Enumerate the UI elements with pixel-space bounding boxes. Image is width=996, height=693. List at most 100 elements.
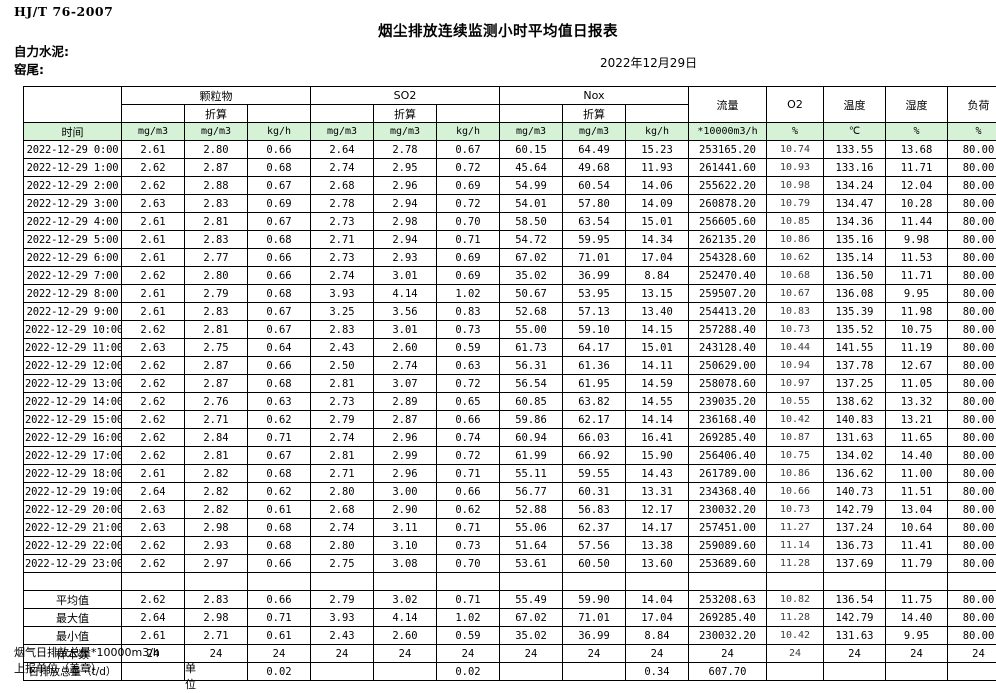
cell-value: 2.71 <box>185 411 248 429</box>
cell-timestamp: 2022-12-29 17:00 <box>24 447 122 465</box>
cell-value: 80.00 <box>948 141 996 159</box>
cell-value: 136.62 <box>824 465 886 483</box>
summary-cell: 131.63 <box>824 627 886 645</box>
cell-timestamp: 2022-12-29 0:00 <box>24 141 122 159</box>
cell-value: 57.56 <box>563 537 626 555</box>
cell-value: 0.70 <box>437 213 500 231</box>
cell-value: 14.15 <box>626 321 689 339</box>
cell-value: 80.00 <box>948 393 996 411</box>
cell-value: 51.64 <box>500 537 563 555</box>
header-unit-7: mg/m3 <box>500 123 563 141</box>
summary-cell: 0.61 <box>248 627 311 645</box>
cell-o2: 11.27 <box>767 519 824 537</box>
cell-value: 0.68 <box>248 159 311 177</box>
header-unit-12: ℃ <box>824 123 886 141</box>
cell-value: 2.62 <box>122 159 185 177</box>
cell-value: 135.16 <box>824 231 886 249</box>
header-cell-particulate-measured <box>122 105 185 123</box>
spacer-cell <box>374 573 437 591</box>
cell-value: 0.66 <box>248 249 311 267</box>
summary-cell-o2: 24 <box>767 645 824 663</box>
spacer-cell <box>24 573 122 591</box>
cell-o2: 10.97 <box>767 375 824 393</box>
cell-value: 2.99 <box>374 447 437 465</box>
cell-value: 60.50 <box>563 555 626 573</box>
cell-value: 0.67 <box>248 303 311 321</box>
cell-value: 2.83 <box>185 195 248 213</box>
cell-value: 2.63 <box>122 339 185 357</box>
cell-value: 2.73 <box>311 393 374 411</box>
cell-value: 259507.20 <box>689 285 767 303</box>
spacer-cell <box>824 573 886 591</box>
cell-value: 59.86 <box>500 411 563 429</box>
cell-value: 2.43 <box>311 339 374 357</box>
cell-value: 136.50 <box>824 267 886 285</box>
cell-value: 55.11 <box>500 465 563 483</box>
cell-value: 80.00 <box>948 285 996 303</box>
cell-value: 0.62 <box>437 501 500 519</box>
cell-value: 56.77 <box>500 483 563 501</box>
cell-value: 11.51 <box>886 483 948 501</box>
cell-value: 10.28 <box>886 195 948 213</box>
summary-cell: 9.95 <box>886 627 948 645</box>
cell-value: 14.11 <box>626 357 689 375</box>
cell-o2: 10.66 <box>767 483 824 501</box>
summary-cell: 136.54 <box>824 591 886 609</box>
daily-total-cell <box>311 663 374 681</box>
cell-value: 80.00 <box>948 267 996 285</box>
summary-cell-o2: 11.28 <box>767 609 824 627</box>
cell-value: 258078.60 <box>689 375 767 393</box>
cell-value: 80.00 <box>948 159 996 177</box>
spacer-cell <box>626 573 689 591</box>
cell-value: 0.68 <box>248 375 311 393</box>
cell-value: 9.98 <box>886 231 948 249</box>
cell-value: 59.10 <box>563 321 626 339</box>
cell-value: 66.92 <box>563 447 626 465</box>
cell-timestamp: 2022-12-29 18:00 <box>24 465 122 483</box>
cell-value: 2.50 <box>311 357 374 375</box>
cell-value: 255622.20 <box>689 177 767 195</box>
cell-value: 141.55 <box>824 339 886 357</box>
cell-value: 1.02 <box>437 285 500 303</box>
summary-cell: 2.71 <box>185 627 248 645</box>
cell-value: 63.54 <box>563 213 626 231</box>
organization-name: 自力水泥: <box>14 41 69 60</box>
cell-value: 12.04 <box>886 177 948 195</box>
cell-timestamp: 2022-12-29 9:00 <box>24 303 122 321</box>
cell-value: 80.00 <box>948 537 996 555</box>
summary-cell: 35.02 <box>500 627 563 645</box>
cell-value: 2.71 <box>311 231 374 249</box>
header-group-load: 负荷 <box>948 87 996 123</box>
cell-timestamp: 2022-12-29 22:00 <box>24 537 122 555</box>
cell-value: 80.00 <box>948 555 996 573</box>
summary-cell-o2: 10.82 <box>767 591 824 609</box>
cell-value: 0.68 <box>248 285 311 303</box>
cell-value: 131.63 <box>824 429 886 447</box>
cell-o2: 10.86 <box>767 231 824 249</box>
cell-value: 136.73 <box>824 537 886 555</box>
daily-total-cell <box>374 663 437 681</box>
cell-value: 0.63 <box>248 393 311 411</box>
summary-cell: 59.90 <box>563 591 626 609</box>
cell-value: 54.99 <box>500 177 563 195</box>
header-unit-6: kg/h <box>437 123 500 141</box>
spacer-cell <box>948 573 996 591</box>
cell-value: 15.90 <box>626 447 689 465</box>
cell-value: 80.00 <box>948 321 996 339</box>
cell-value: 63.82 <box>563 393 626 411</box>
cell-value: 15.23 <box>626 141 689 159</box>
cell-value: 49.68 <box>563 159 626 177</box>
cell-value: 260878.20 <box>689 195 767 213</box>
cell-value: 2.84 <box>185 429 248 447</box>
header-group-row: 颗粒物 SO2 Nox 流量 O2 温度 湿度 负荷 <box>24 87 996 105</box>
summary-cell: 80.00 <box>948 591 996 609</box>
cell-value: 50.67 <box>500 285 563 303</box>
header-cell-corner <box>24 87 122 123</box>
cell-value: 0.69 <box>248 195 311 213</box>
cell-timestamp: 2022-12-29 6:00 <box>24 249 122 267</box>
